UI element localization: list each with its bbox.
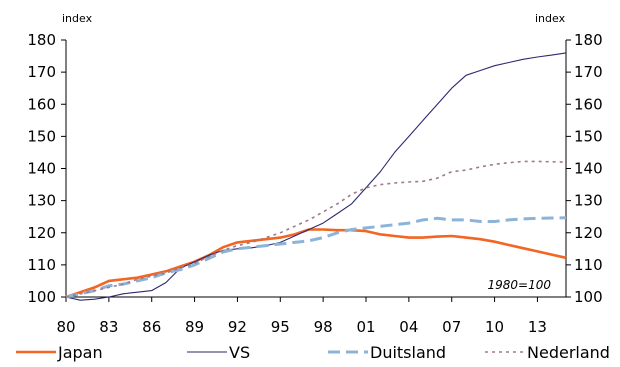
series-line-vs <box>65 52 567 301</box>
x-tick-label: 13 <box>528 318 547 336</box>
legend-label-duitsland: Duitsland <box>370 343 446 362</box>
left-y-tick-label: 180 <box>27 31 56 49</box>
series-line-nederland <box>65 160 567 298</box>
x-axis-tick-labels: 80 83 86 89 92 95 98 01 04 07 10 13 <box>56 318 547 336</box>
right-y-tick-label: 110 <box>574 256 603 274</box>
left-axis-tick-labels: 100 110 120 130 140 150 160 170 180 <box>27 31 56 306</box>
series-line-japan <box>65 228 567 299</box>
right-axis-unit: index <box>535 12 566 25</box>
legend-label-japan: Japan <box>57 343 103 362</box>
right-axis-tick-labels: 100 110 120 130 140 150 160 170 180 <box>574 31 603 306</box>
legend: Japan VS Duitsland Nederland <box>16 343 610 362</box>
x-tick-label: 86 <box>142 318 161 336</box>
series-line-duitsland <box>65 216 567 299</box>
x-tick-label: 04 <box>399 318 418 336</box>
base-annotation: 1980=100 <box>488 278 552 292</box>
x-tick-label: 01 <box>356 318 375 336</box>
left-y-tick-label: 140 <box>27 160 56 178</box>
x-tick-label: 95 <box>271 318 290 336</box>
left-y-tick-label: 120 <box>27 224 56 242</box>
right-y-tick-label: 180 <box>574 31 603 49</box>
x-tick-label: 92 <box>228 318 247 336</box>
right-y-tick-label: 160 <box>574 95 603 113</box>
left-y-tick-label: 170 <box>27 63 56 81</box>
x-tick-label: 89 <box>185 318 204 336</box>
left-y-tick-label: 160 <box>27 95 56 113</box>
right-y-tick-label: 140 <box>574 160 603 178</box>
right-y-tick-label: 170 <box>574 63 603 81</box>
left-y-tick-label: 130 <box>27 192 56 210</box>
left-y-tick-label: 150 <box>27 127 56 145</box>
x-tick-label: 10 <box>485 318 504 336</box>
left-y-tick-label: 100 <box>27 288 56 306</box>
right-y-tick-label: 120 <box>574 224 603 242</box>
right-y-tick-label: 150 <box>574 127 603 145</box>
right-y-tick-label: 100 <box>574 288 603 306</box>
left-axis-unit: index <box>62 12 93 25</box>
x-tick-label: 98 <box>314 318 333 336</box>
axes <box>61 39 571 302</box>
right-y-tick-label: 130 <box>574 192 603 210</box>
x-tick-label: 07 <box>442 318 461 336</box>
legend-label-vs: VS <box>229 343 250 362</box>
x-tick-label: 83 <box>99 318 118 336</box>
x-tick-label: 80 <box>56 318 75 336</box>
series-lines <box>65 52 567 301</box>
legend-label-nederland: Nederland <box>527 343 610 362</box>
left-y-tick-label: 110 <box>27 256 56 274</box>
